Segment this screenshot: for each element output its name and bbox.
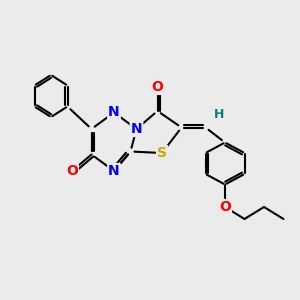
Text: N: N [131,122,142,136]
Text: O: O [219,200,231,214]
Text: S: S [157,146,167,160]
Text: O: O [152,80,164,94]
Text: H: H [214,108,224,122]
Text: O: O [66,164,78,178]
Text: N: N [108,164,120,178]
Text: N: N [108,106,120,119]
